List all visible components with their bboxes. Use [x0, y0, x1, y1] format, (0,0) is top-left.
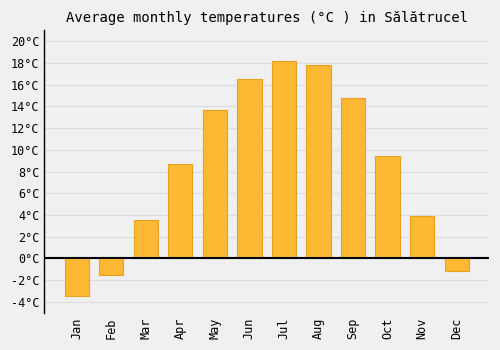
Bar — [99, 258, 124, 275]
Bar — [134, 220, 158, 258]
Bar — [272, 61, 296, 258]
Bar — [64, 258, 89, 296]
Bar — [341, 98, 365, 258]
Bar — [444, 258, 468, 271]
Bar — [376, 156, 400, 258]
Bar — [410, 216, 434, 258]
Bar — [168, 164, 192, 258]
Bar — [238, 79, 262, 258]
Bar — [203, 110, 227, 258]
Title: Average monthly temperatures (°C ) in Sălătrucel: Average monthly temperatures (°C ) in Să… — [66, 11, 468, 25]
Bar — [306, 65, 330, 258]
